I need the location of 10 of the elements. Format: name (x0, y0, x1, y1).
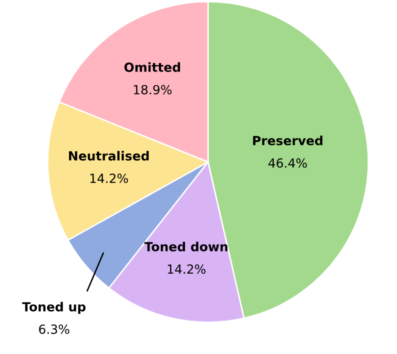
data-label: 46.4% (268, 158, 307, 168)
slice-label: Toned down (144, 242, 228, 252)
data-label: 14.2% (168, 264, 206, 274)
slice-label: Toned up (22, 302, 86, 314)
data-label: 14.2% (90, 174, 128, 184)
slice-label: Omitted (124, 62, 180, 72)
slice-label: Preserved (253, 136, 322, 146)
slice-label: Neutralised (69, 150, 149, 161)
data-label: 6.3% (39, 324, 70, 334)
data-label: 18.9% (134, 84, 172, 94)
